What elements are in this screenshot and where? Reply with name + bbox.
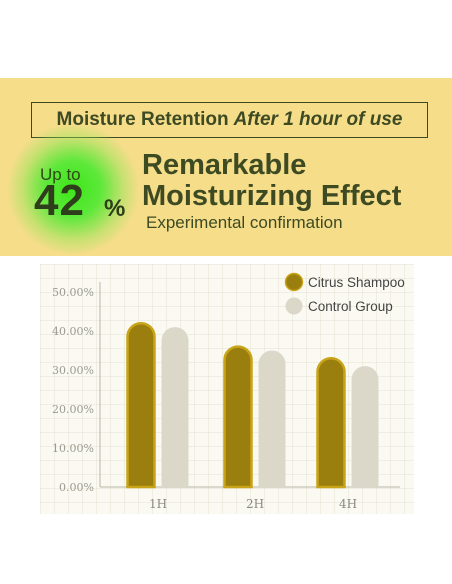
headline-line2: Moisturizing Effect <box>142 180 402 212</box>
headline-line1: Remarkable <box>142 149 307 181</box>
bar-citrus-shampoo <box>223 345 253 489</box>
title-box: Moisture Retention After 1 hour of use <box>31 102 428 138</box>
up-to-label: Up to <box>40 165 81 184</box>
y-tick-label: 50.00% <box>52 286 94 299</box>
x-tick-label: 1H <box>149 497 167 511</box>
y-tick-label: 20.00% <box>52 403 94 416</box>
legend-label-control: Control Group <box>308 299 393 314</box>
bar-control-group <box>351 366 379 487</box>
bar-control-group <box>258 350 286 487</box>
x-tick-label: 4H <box>339 497 357 511</box>
y-tick-label: 10.00% <box>52 442 94 455</box>
y-tick-label: 30.00% <box>52 364 94 377</box>
legend-label-citrus: Citrus Shampoo <box>308 275 405 290</box>
percent-sign: % <box>104 195 126 222</box>
percentage-number: 42 <box>34 176 85 225</box>
legend-swatch-citrus <box>284 272 304 292</box>
subheadline: Experimental confirmation <box>146 213 343 232</box>
title-main: Moisture Retention <box>56 109 229 130</box>
legend-swatch-control <box>285 297 303 315</box>
y-tick-label: 0.00% <box>59 481 94 494</box>
bar-citrus-shampoo <box>316 357 346 489</box>
bar-control-group <box>161 327 189 487</box>
title-accent: After 1 hour of use <box>233 109 403 130</box>
green-glow-badge <box>8 124 138 254</box>
bar-citrus-shampoo <box>126 321 156 489</box>
y-tick-label: 40.00% <box>52 325 94 338</box>
x-tick-label: 2H <box>246 497 264 511</box>
